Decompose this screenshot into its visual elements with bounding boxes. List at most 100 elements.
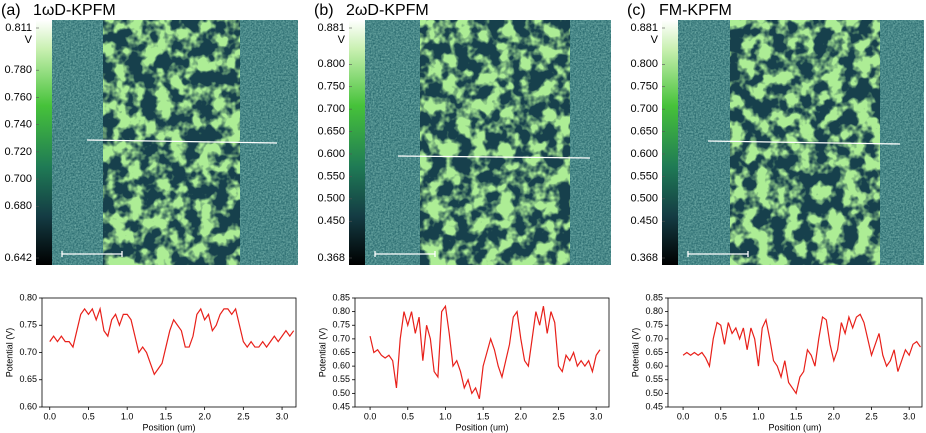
x-tick-label: 1.5 bbox=[790, 411, 803, 421]
colorbar-unit: V bbox=[338, 34, 346, 46]
panel-title: FM-KPFM bbox=[659, 2, 732, 19]
colorbar-tick-label: 0.700 bbox=[630, 103, 658, 115]
y-tick-label: 0.65 bbox=[19, 374, 37, 384]
colorbar-tick-label: 0.550 bbox=[317, 170, 345, 182]
x-tick-label: 2.0 bbox=[828, 411, 841, 421]
scan-line bbox=[397, 155, 591, 159]
x-tick-label: 2.0 bbox=[515, 411, 528, 421]
colorbar-tick-label: 0.500 bbox=[630, 193, 658, 205]
colorbar-tick-label: 0.450 bbox=[317, 215, 345, 227]
colorbar-tick-label: 0.720 bbox=[4, 146, 32, 158]
colorbar-tick-label: 0.650 bbox=[317, 125, 345, 137]
colorbar-unit: V bbox=[25, 34, 33, 46]
x-tick-label: 0.5 bbox=[715, 411, 728, 421]
x-tick-label: 3.0 bbox=[903, 411, 916, 421]
x-tick-label: 2.0 bbox=[198, 411, 211, 421]
colorbar-tick-label: 0.700 bbox=[317, 103, 345, 115]
colorbar-tick-label: 0.760 bbox=[4, 91, 32, 103]
x-tick-label: 0.0 bbox=[677, 411, 690, 421]
y-tick-label: 0.70 bbox=[19, 347, 37, 357]
plot-frame bbox=[41, 297, 297, 408]
colorbar-tick-label: 0.700 bbox=[4, 173, 32, 185]
y-tick-label: 0.55 bbox=[332, 374, 350, 384]
scan-line bbox=[707, 140, 901, 145]
y-tick-label: 0.60 bbox=[19, 401, 37, 411]
colorbar-tick-label: 0.450 bbox=[630, 215, 658, 227]
y-tick-label: 0.45 bbox=[332, 401, 350, 411]
y-tick-label: 0.75 bbox=[19, 320, 37, 330]
profile-line bbox=[49, 306, 295, 376]
colorbar-tick-label: 0.642 bbox=[4, 252, 32, 264]
colorbar-tick-label: 0.811 bbox=[5, 22, 32, 34]
x-axis-label: Position (um) bbox=[142, 422, 195, 432]
y-tick-label: 0.75 bbox=[332, 320, 350, 330]
colorbar-tick-label: 0.881 bbox=[630, 22, 658, 34]
x-axis-label: Position (um) bbox=[768, 422, 821, 432]
x-tick-label: 0.0 bbox=[364, 411, 377, 421]
x-tick-label: 1.0 bbox=[752, 411, 765, 421]
y-tick-label: 0.50 bbox=[645, 388, 663, 398]
x-tick-label: 0.5 bbox=[82, 411, 95, 421]
colorbar-tick-label: 0.750 bbox=[317, 81, 345, 93]
profile-line bbox=[369, 304, 601, 400]
colorbar-unit: V bbox=[651, 34, 659, 46]
x-tick-label: 0.0 bbox=[43, 411, 56, 421]
colorbar-tick-label: 0.800 bbox=[630, 58, 658, 70]
y-tick-label: 0.80 bbox=[19, 292, 37, 302]
panel-label: (a) bbox=[1, 2, 21, 19]
panel-label: (c) bbox=[627, 2, 646, 19]
colorbar-tick-label: 0.750 bbox=[630, 81, 658, 93]
x-axis-label: Position (um) bbox=[455, 422, 508, 432]
colorbar-tick-label: 0.368 bbox=[317, 252, 345, 264]
x-tick-label: 1.0 bbox=[439, 411, 452, 421]
kpfm-domains bbox=[420, 20, 570, 265]
y-tick-label: 0.70 bbox=[332, 333, 350, 343]
colorbar-tick-label: 0.780 bbox=[4, 64, 32, 76]
colorbar bbox=[349, 20, 365, 265]
colorbar-tick-label: 0.600 bbox=[630, 148, 658, 160]
y-tick-label: 0.60 bbox=[332, 361, 350, 371]
y-tick-label: 0.65 bbox=[645, 347, 663, 357]
x-tick-label: 1.5 bbox=[160, 411, 173, 421]
x-tick-label: 3.0 bbox=[276, 411, 289, 421]
colorbar-tick-label: 0.650 bbox=[630, 125, 658, 137]
x-tick-label: 1.5 bbox=[477, 411, 490, 421]
y-tick-label: 0.80 bbox=[332, 306, 350, 316]
y-tick-label: 0.55 bbox=[645, 374, 663, 384]
y-tick-label: 0.75 bbox=[645, 320, 663, 330]
y-tick-label: 0.45 bbox=[645, 401, 663, 411]
x-tick-label: 2.5 bbox=[237, 411, 250, 421]
colorbar-tick-label: 0.500 bbox=[317, 193, 345, 205]
y-tick-label: 0.80 bbox=[645, 306, 663, 316]
colorbar-tick-label: 0.680 bbox=[4, 200, 32, 212]
y-tick-label: 0.85 bbox=[645, 292, 663, 302]
x-tick-label: 3.0 bbox=[590, 411, 603, 421]
colorbar bbox=[36, 20, 52, 265]
colorbar-tick-label: 0.550 bbox=[630, 170, 658, 182]
x-tick-label: 2.5 bbox=[552, 411, 565, 421]
profile-line bbox=[682, 313, 921, 395]
colorbar-tick-label: 0.881 bbox=[317, 22, 345, 34]
colorbar-tick-label: 0.368 bbox=[630, 252, 658, 264]
colorbar bbox=[662, 20, 678, 265]
colorbar-tick-label: 0.740 bbox=[4, 119, 32, 131]
plot-frame bbox=[354, 297, 610, 408]
plot-frame bbox=[667, 297, 923, 408]
y-tick-label: 0.60 bbox=[645, 361, 663, 371]
scan-line bbox=[86, 139, 278, 144]
y-axis-label: Potential (V) bbox=[4, 328, 14, 378]
y-tick-label: 0.70 bbox=[645, 333, 663, 343]
y-axis-label: Potential (V) bbox=[630, 328, 640, 378]
x-tick-label: 2.5 bbox=[865, 411, 878, 421]
y-tick-label: 0.50 bbox=[332, 388, 350, 398]
y-axis-label: Potential (V) bbox=[317, 328, 327, 378]
y-tick-label: 0.85 bbox=[332, 292, 350, 302]
x-tick-label: 1.0 bbox=[121, 411, 134, 421]
x-tick-label: 0.5 bbox=[402, 411, 415, 421]
y-tick-label: 0.65 bbox=[332, 347, 350, 357]
panel-title: 2ωD-KPFM bbox=[346, 2, 429, 19]
panel-label: (b) bbox=[314, 2, 334, 19]
colorbar-tick-label: 0.600 bbox=[317, 148, 345, 160]
colorbar-tick-label: 0.800 bbox=[317, 58, 345, 70]
